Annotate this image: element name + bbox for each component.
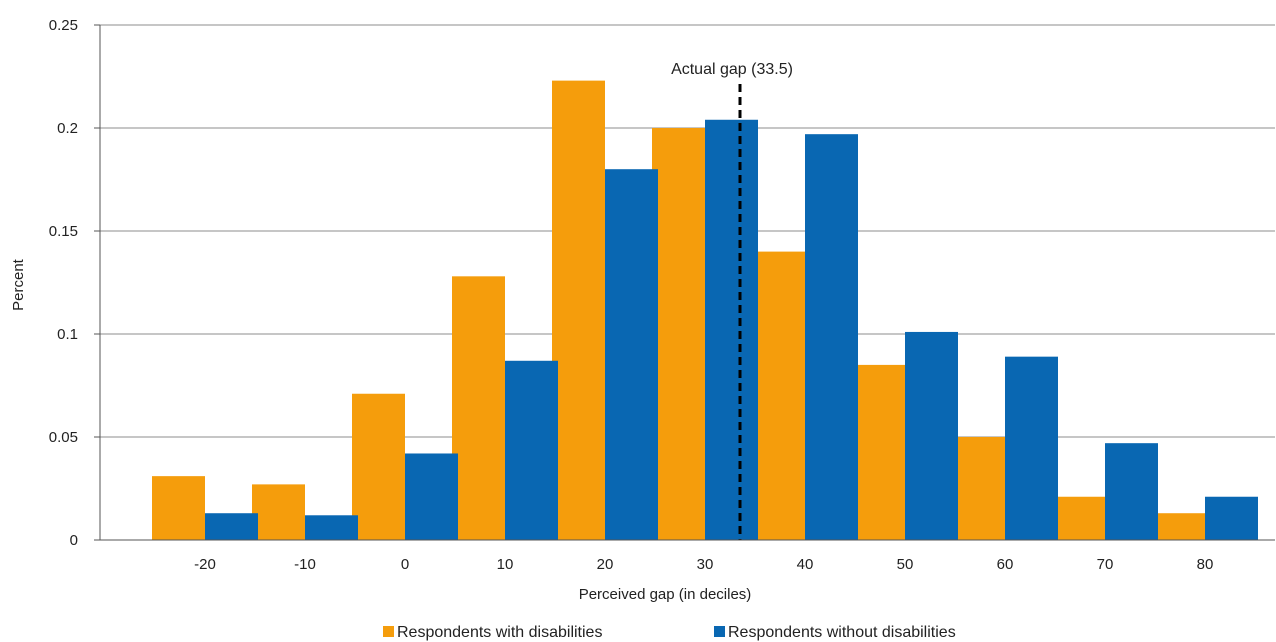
bar-without-disabilities [1105,443,1158,540]
legend-swatch [714,626,725,637]
bar-with-disabilities [1152,513,1205,540]
y-axis-title: Percent [10,258,27,311]
bar-without-disabilities [1205,496,1258,540]
bar-without-disabilities [905,331,958,540]
bar-without-disabilities [605,169,658,540]
bar-with-disabilities [152,476,205,540]
x-tick-label: 70 [1097,556,1114,573]
y-tick-label: 0.1 [57,326,78,343]
bars [152,80,1258,541]
bar-without-disabilities [305,515,358,540]
bar-without-disabilities [1005,356,1058,540]
bar-without-disabilities [505,360,558,540]
legend-label: Respondents without disabilities [728,624,956,641]
y-tick-label: 0.25 [49,17,78,34]
x-axis-title: Perceived gap (in deciles) [579,586,752,603]
bar-with-disabilities [552,80,605,541]
bar-without-disabilities [805,134,858,540]
axes: 0 0.05 0.1 0.15 0.2 0.25 -20 -10 0 10 20 30 40 50 60 70… [49,17,1275,573]
y-tick-label: 0.15 [49,223,78,240]
y-tick-label: 0.05 [49,429,78,446]
bar-with-disabilities [752,251,805,540]
x-tick-label: 10 [497,556,514,573]
bar-without-disabilities [405,453,458,540]
x-tick-label: 60 [997,556,1014,573]
x-tick-label: -20 [194,556,216,573]
bar-with-disabilities [252,484,305,540]
bar-with-disabilities [852,364,905,540]
legend-label: Respondents with disabilities [397,624,602,641]
y-tick-label: 0.2 [57,120,78,137]
legend: Respondents with disabilities Respondents… [383,624,956,641]
bar-with-disabilities [952,437,1005,540]
x-tick-label: 20 [597,556,614,573]
bar-with-disabilities [452,276,505,540]
legend-swatch [383,626,394,637]
x-tick-label: -10 [294,556,316,573]
x-tick-label: 0 [401,556,409,573]
bar-without-disabilities [205,513,258,540]
bar-with-disabilities [652,128,705,540]
annotations: Actual gap (33.5) [671,61,793,540]
x-tick-label: 30 [697,556,714,573]
x-tick-label: 80 [1197,556,1214,573]
x-tick-label: 50 [897,556,914,573]
bar-with-disabilities [1052,496,1105,540]
bar-with-disabilities [352,393,405,540]
actual-gap-label: Actual gap (33.5) [671,61,793,78]
bar-without-disabilities [705,119,758,540]
y-tick-label: 0 [70,532,78,549]
x-tick-label: 40 [797,556,814,573]
